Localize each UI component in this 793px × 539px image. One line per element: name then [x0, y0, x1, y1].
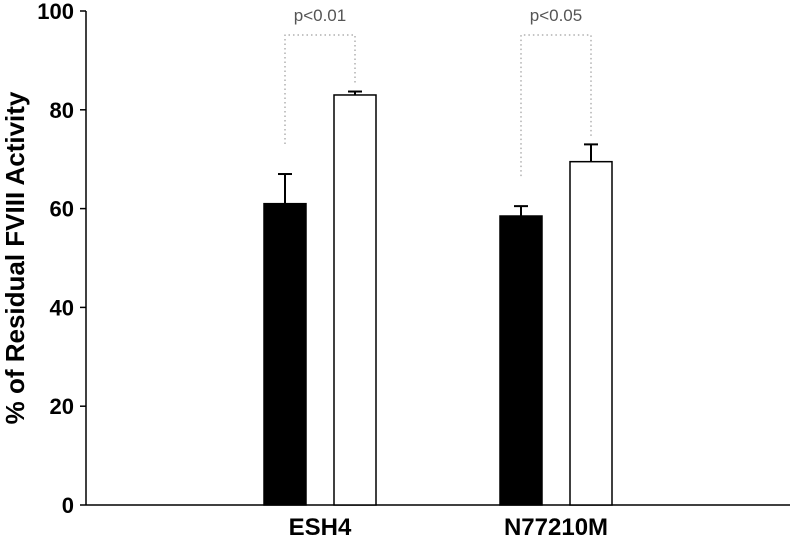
bar: [569, 160, 613, 506]
significance-bracket: [284, 34, 356, 145]
x-category-label: ESH4: [289, 514, 352, 539]
significance-bracket: [520, 34, 592, 177]
x-category-label: N77210M: [504, 514, 608, 539]
error-bars: [278, 90, 598, 217]
y-tick-label: 100: [37, 0, 74, 24]
y-tick-label: 40: [50, 295, 74, 320]
bar: [499, 215, 543, 506]
significance-annotations: p<0.01 p<0.05: [284, 6, 592, 177]
significance-label: p<0.01: [294, 6, 346, 25]
y-tick-label: 20: [50, 394, 74, 419]
labels: 0 20 40 60 80 100 ESH4 N77210M: [37, 0, 608, 539]
y-tick-label: 80: [50, 98, 74, 123]
bar: [333, 94, 377, 506]
axes: [80, 10, 790, 506]
bar: [263, 202, 307, 506]
bars: [263, 94, 613, 506]
y-tick-label: 0: [62, 493, 74, 518]
significance-label: p<0.05: [530, 6, 582, 25]
y-tick-label: 60: [50, 197, 74, 222]
y-axis-title: % of Residual FVIII Activity: [0, 91, 30, 424]
